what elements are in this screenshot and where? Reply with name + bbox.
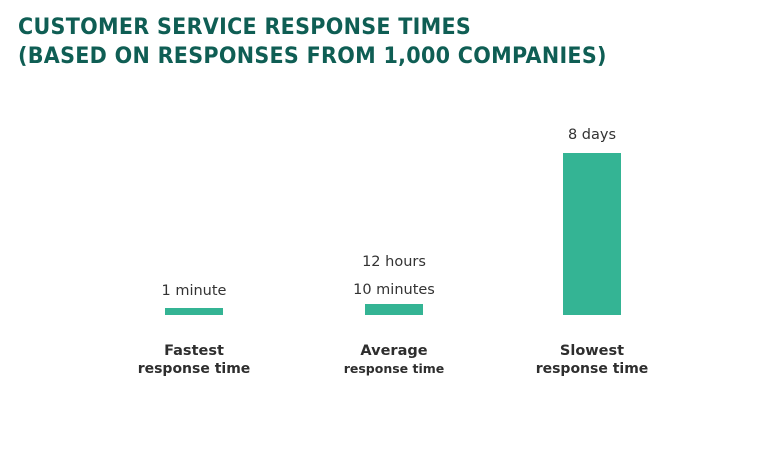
- chart-title: CUSTOMER SERVICE RESPONSE TIMES (BASED O…: [18, 13, 607, 71]
- category-line-2: response time: [535, 361, 649, 377]
- value-text-line-1: 12 hours: [362, 254, 426, 270]
- category-line-1: Slowest: [559, 343, 625, 359]
- chart-title-line-2: (BASED ON RESPONSES FROM 1,000 COMPANIES…: [18, 43, 607, 69]
- bar-value-label-slowest: 8 days: [522, 121, 662, 149]
- category-label-fastest: Fastest response time: [114, 342, 274, 378]
- category-line-2: response time: [137, 361, 251, 377]
- category-label-slowest: Slowest response time: [512, 342, 672, 378]
- category-label-average: Average response time: [314, 342, 474, 378]
- bar-value-label-fastest: 1 minute: [124, 277, 264, 305]
- value-text: 8 days: [567, 127, 617, 143]
- bar-average: [365, 304, 423, 315]
- bar-fastest: [165, 308, 223, 315]
- chart-title-line-1: CUSTOMER SERVICE RESPONSE TIMES: [18, 14, 472, 40]
- category-line-1: Fastest: [164, 343, 224, 359]
- category-line-2: response time: [343, 361, 445, 376]
- bar-value-label-average: 12 hours 10 minutes: [324, 248, 464, 304]
- value-text-line-2: 10 minutes: [353, 282, 435, 298]
- value-text: 1 minute: [161, 283, 227, 299]
- bar-slowest: [563, 153, 621, 315]
- category-line-1: Average: [360, 343, 428, 359]
